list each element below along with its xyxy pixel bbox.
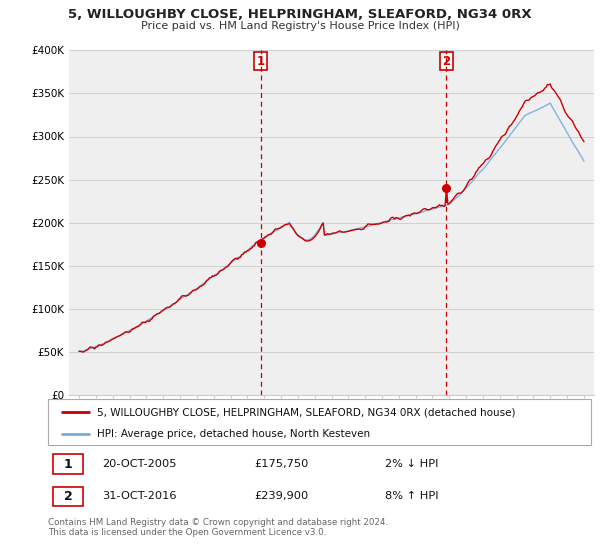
Text: Price paid vs. HM Land Registry's House Price Index (HPI): Price paid vs. HM Land Registry's House …: [140, 21, 460, 31]
Text: 5, WILLOUGHBY CLOSE, HELPRINGHAM, SLEAFORD, NG34 0RX (detached house): 5, WILLOUGHBY CLOSE, HELPRINGHAM, SLEAFO…: [97, 407, 515, 417]
Text: HPI: Average price, detached house, North Kesteven: HPI: Average price, detached house, Nort…: [97, 429, 370, 438]
FancyBboxPatch shape: [53, 487, 83, 506]
FancyBboxPatch shape: [48, 399, 591, 445]
Text: 2: 2: [442, 55, 451, 68]
Text: 5, WILLOUGHBY CLOSE, HELPRINGHAM, SLEAFORD, NG34 0RX: 5, WILLOUGHBY CLOSE, HELPRINGHAM, SLEAFO…: [68, 8, 532, 21]
Text: 1: 1: [257, 55, 265, 68]
Text: £175,750: £175,750: [254, 459, 309, 469]
Text: 2: 2: [64, 490, 73, 503]
Text: 31-OCT-2016: 31-OCT-2016: [103, 491, 177, 501]
Text: 1: 1: [64, 458, 73, 470]
Text: Contains HM Land Registry data © Crown copyright and database right 2024.
This d: Contains HM Land Registry data © Crown c…: [48, 518, 388, 538]
FancyBboxPatch shape: [53, 455, 83, 474]
Text: £239,900: £239,900: [254, 491, 308, 501]
Text: 20-OCT-2005: 20-OCT-2005: [103, 459, 177, 469]
Text: 2% ↓ HPI: 2% ↓ HPI: [385, 459, 438, 469]
Text: 8% ↑ HPI: 8% ↑ HPI: [385, 491, 438, 501]
